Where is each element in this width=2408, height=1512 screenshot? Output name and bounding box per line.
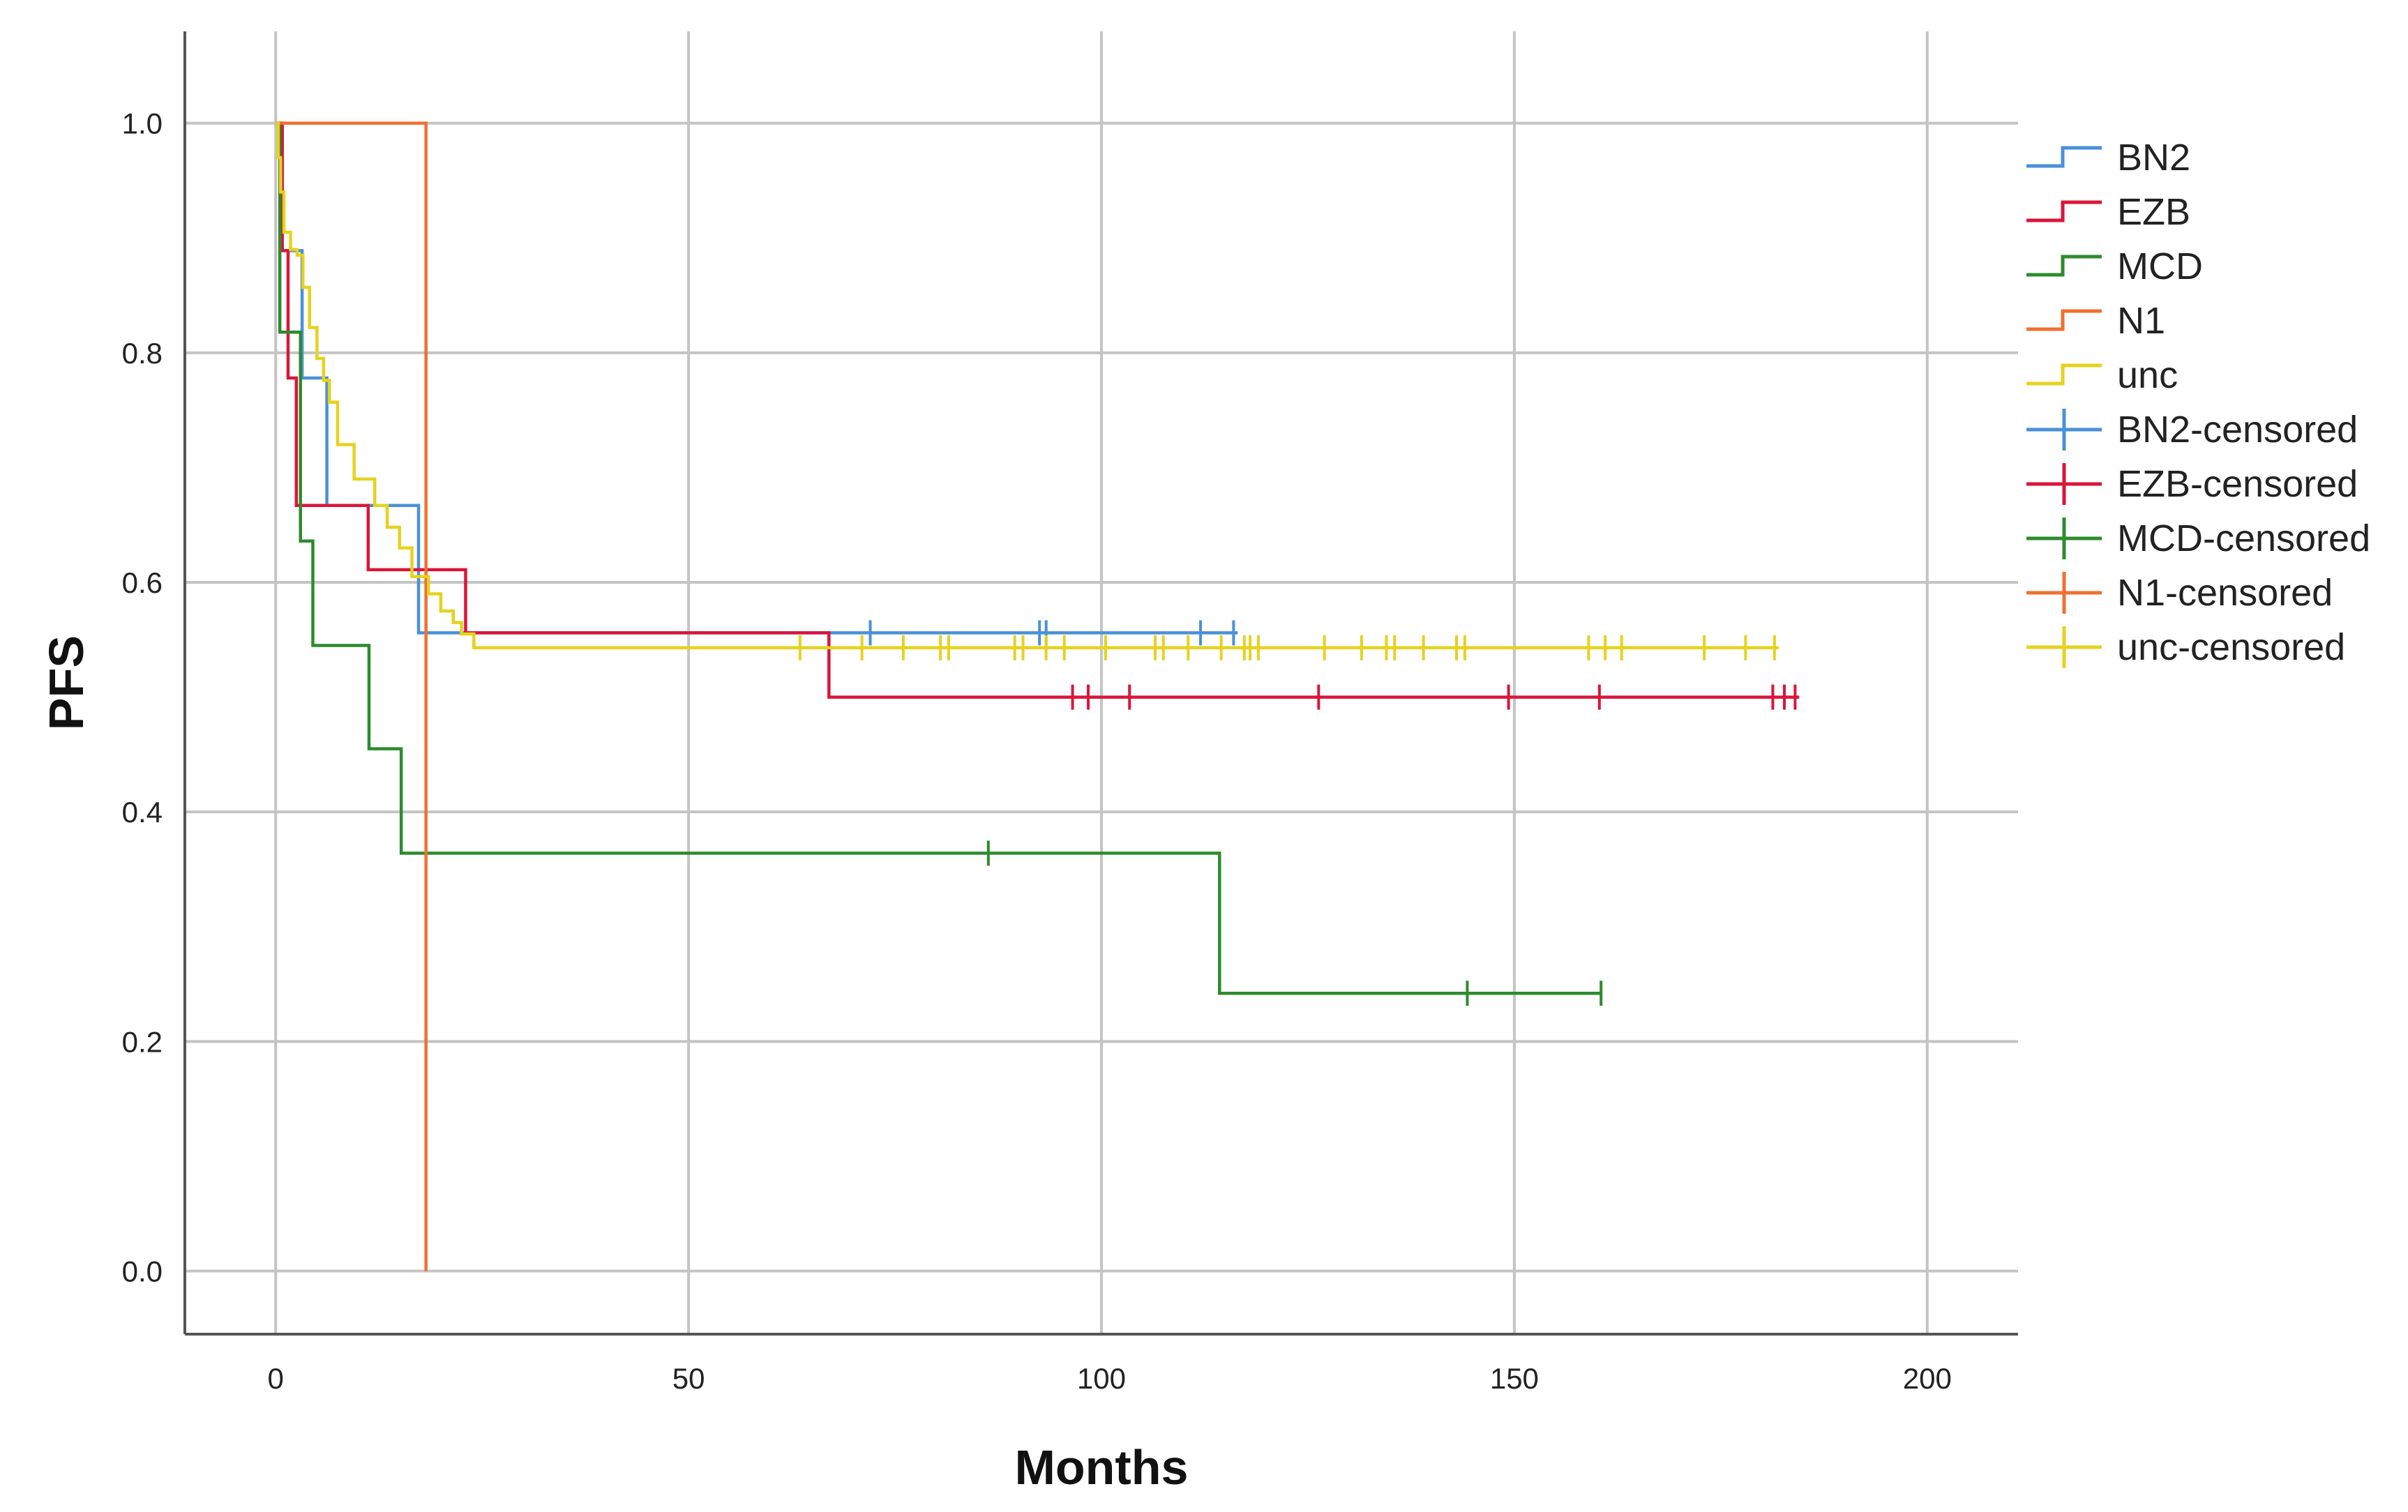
legend-label: EZB-censored [2117,463,2358,505]
axes [183,31,2018,1336]
legend-swatch-step [2026,146,2102,168]
series-mcd [276,121,1603,1006]
y-tick-label: 0.4 [122,796,163,829]
legend-label: EZB [2117,191,2190,233]
legend-item-unc-censored: unc-censored [2026,626,2345,668]
legend-label: BN2-censored [2117,409,2358,451]
km-curve-unc [276,121,1779,650]
tick-labels: 0 50 100 150 200 0.0 0.2 0.4 0.6 0.8 1.0 [122,107,1952,1395]
legend-swatch-step [2026,200,2102,222]
legend-label: BN2 [2117,137,2190,179]
legend-label: MCD [2117,245,2203,287]
legend-label: unc [2117,354,2178,396]
y-tick-label: 1.0 [122,107,163,140]
legend-label: N1-censored [2117,572,2333,614]
x-tick-label: 150 [1490,1362,1539,1395]
series-ezb [276,121,1800,710]
legend-swatch-step [2026,255,2102,277]
legend-swatch-step [2026,309,2102,331]
legend-item-n1: N1 [2026,300,2165,342]
legend-item-ezb: EZB [2026,191,2190,233]
legend-item-mcd: MCD [2026,245,2203,287]
y-tick-label: 0.6 [122,566,163,599]
legend-label: unc-censored [2117,626,2345,668]
x-axis-title: Months [1015,1440,1189,1495]
legend-item-mcd-censored: MCD-censored [2026,517,2370,559]
y-axis-title: PFS [39,635,93,730]
km-curve-n1 [276,121,428,1271]
x-tick-label: 100 [1077,1362,1126,1395]
y-tick-label: 0.0 [122,1255,163,1287]
x-tick-label: 200 [1903,1362,1952,1395]
x-tick-label: 0 [268,1362,284,1395]
series-n1 [276,121,428,1271]
legend-item-ezb-censored: EZB-censored [2026,463,2358,505]
legend: BN2 EZB MCD N1 unc BN2-censored EZB-censored MC… [2026,137,2370,668]
legend-item-bn2: BN2 [2026,137,2190,179]
series-unc [276,121,1779,660]
legend-swatch-step [2026,363,2102,386]
legend-label: N1 [2117,300,2165,342]
y-tick-label: 0.2 [122,1025,163,1058]
grid [185,31,2018,1334]
plot-area [276,121,1800,1271]
km-curve-ezb [276,121,1800,699]
x-tick-label: 50 [672,1362,705,1395]
legend-item-unc: unc [2026,354,2178,396]
legend-label: MCD-censored [2117,517,2370,559]
legend-item-n1-censored: N1-censored [2026,572,2333,614]
y-tick-label: 0.8 [122,337,163,370]
legend-item-bn2-censored: BN2-censored [2026,409,2358,451]
km-curve-mcd [276,121,1602,995]
